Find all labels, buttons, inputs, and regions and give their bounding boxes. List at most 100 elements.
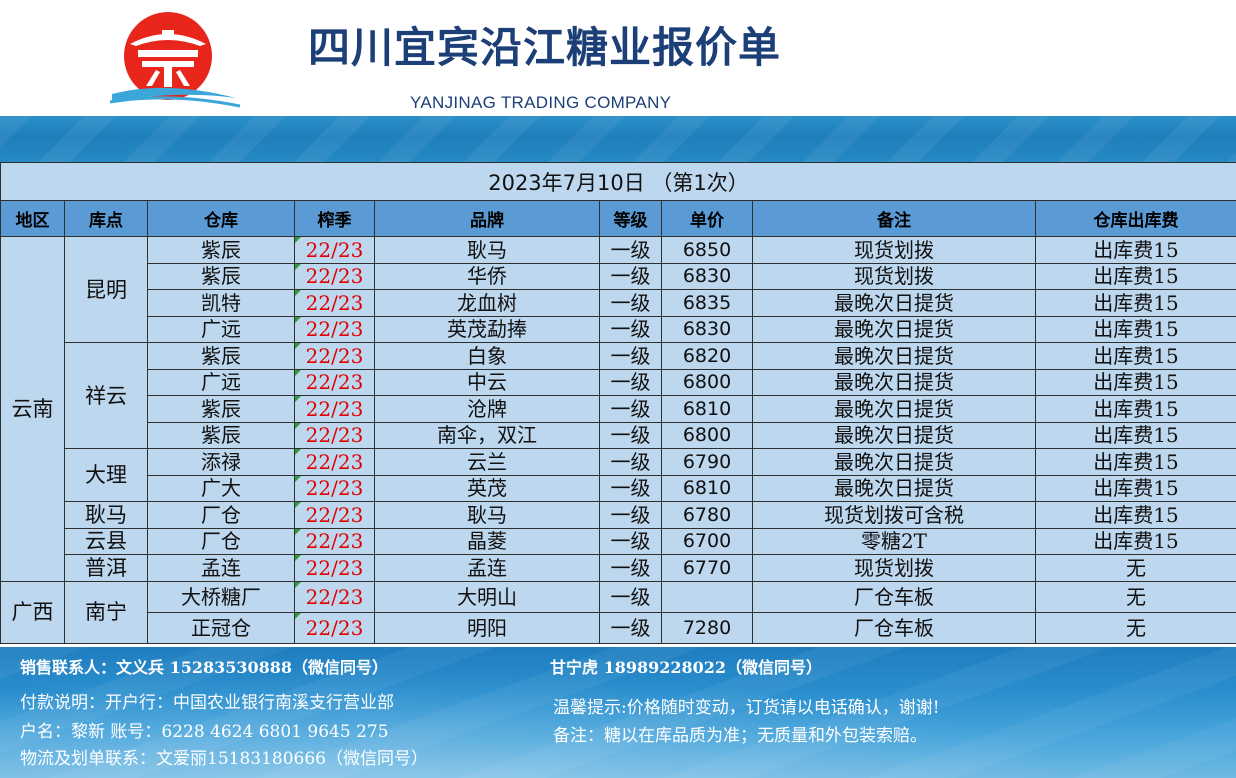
warehouse-cell: 厂仓	[147, 501, 295, 529]
brand-cell: 云兰	[374, 448, 600, 476]
grade-cell: 一级	[599, 315, 662, 343]
price-cell: 6850	[661, 236, 753, 264]
warehouse-cell: 广远	[147, 315, 295, 343]
note-cell: 最晚次日提货	[752, 342, 1036, 370]
price-cell: 6820	[661, 342, 753, 370]
warehouse-cell: 广远	[147, 368, 295, 396]
note-cell: 现货划拨可含税	[752, 501, 1036, 529]
depot-cell: 云县	[64, 527, 148, 555]
season-cell: 22/23	[294, 421, 375, 449]
season-cell: 22/23	[294, 554, 375, 582]
fee-cell: 出库费15	[1035, 315, 1236, 343]
warehouse-cell: 广大	[147, 474, 295, 502]
depot-cell: 普洱	[64, 554, 148, 582]
grade-cell: 一级	[599, 236, 662, 264]
note-cell: 最晚次日提货	[752, 395, 1036, 423]
column-header-note: 备注	[752, 200, 1036, 237]
season-cell: 22/23	[294, 448, 375, 476]
table-row: 广西 南宁 大桥糖厂 22/23 大明山 一级 厂仓车板无	[0, 580, 1236, 644]
brand-cell: 耿马	[374, 236, 600, 264]
price-tip: 温馨提示:价格随时变动，订货请以电话确认，谢谢!	[553, 698, 940, 718]
note-cell: 现货划拨	[752, 262, 1036, 290]
fee-cell: 出库费15	[1035, 342, 1236, 370]
sales-contact-1: 销售联系人：文义兵 15283530888（微信同号）	[20, 658, 389, 677]
note-cell: 现货划拨	[752, 554, 1036, 582]
fee-cell: 出库费15	[1035, 236, 1236, 264]
depot-cell: 南宁	[64, 580, 148, 644]
grade-cell: 一级	[599, 421, 662, 449]
warehouse-cell: 紫辰	[147, 395, 295, 423]
grade-cell: 一级	[599, 501, 662, 529]
grade-cell: 一级	[599, 342, 662, 370]
price-cell: 6800	[661, 368, 753, 396]
table-row: 广远 22/23 英茂勐捧 一级 6830 最晚次日提货 出库费15	[1, 315, 1236, 343]
table-row: 大理 添禄 22/23 云兰 一级 6790 最晚次日提货 出库费15	[1, 448, 1236, 502]
season-cell: 22/23	[294, 262, 375, 290]
note-cell: 厂仓车板	[752, 611, 1036, 644]
season-cell: 22/23	[294, 342, 375, 370]
season-cell: 22/23	[294, 527, 375, 555]
note-cell: 零糖2T	[752, 527, 1036, 555]
grade-cell: 一级	[599, 474, 662, 502]
fee-cell: 出库费15	[1035, 448, 1236, 476]
brand-cell: 明阳	[374, 611, 600, 644]
price-cell: 6700	[661, 527, 753, 555]
logistics-contact: 物流及划单联系：文爱丽15183180666（微信同号）	[20, 749, 428, 769]
warehouse-cell: 紫辰	[147, 236, 295, 264]
price-cell: 6790	[661, 448, 753, 476]
table-row: 正冠仓 22/23 明阳 一级 7280 厂仓车板无	[1, 611, 1236, 644]
price-cell: 7280	[661, 611, 753, 644]
column-header-fee: 仓库出库费	[1035, 200, 1236, 237]
header-banner	[0, 116, 1236, 162]
table-header-row: 地区 库点 仓库 榨季 品牌 等级 单价 备注 仓库出库费	[0, 200, 1236, 237]
table-row: 耿马 厂仓 22/23 耿马 一级 6780 现货划拨可含税 出库费15	[1, 501, 1236, 529]
price-cell: 6770	[661, 554, 753, 582]
depot-cell: 祥云	[64, 342, 148, 449]
season-cell: 22/23	[294, 474, 375, 502]
date-row: 2023年7月10日 （第1次）	[0, 162, 1236, 201]
note-cell: 厂仓车板	[752, 580, 1036, 613]
page-title: 四川宜宾沿江糖业报价单	[308, 23, 782, 72]
column-header-depot: 库点	[64, 200, 148, 237]
payment-info: 付款说明：开户行：中国农业银行南溪支行营业部	[20, 693, 394, 713]
warehouse-cell: 厂仓	[147, 527, 295, 555]
table-row: 云县 厂仓 22/23 晶菱 一级 6700 零糖2T 出库费15	[1, 527, 1236, 555]
price-cell: 6830	[661, 262, 753, 290]
brand-cell: 晶菱	[374, 527, 600, 555]
note-cell: 最晚次日提货	[752, 315, 1036, 343]
fee-cell: 出库费15	[1035, 289, 1236, 317]
brand-cell: 南伞，双江	[374, 421, 600, 449]
company-name: YANJINAG TRADING COMPANY	[410, 93, 672, 112]
season-cell: 22/23	[294, 289, 375, 317]
account-info: 户名：黎新 账号：6228 4624 6801 9645 275	[20, 722, 389, 742]
table-row: 祥云 紫辰 22/23 白象 一级 6820 最晚次日提货 出库费15	[1, 342, 1236, 449]
warehouse-cell: 紫辰	[147, 262, 295, 290]
price-cell	[661, 580, 753, 613]
page-header: 四川宜宾沿江糖业报价单 YANJINAG TRADING COMPANY	[0, 0, 1236, 116]
table-row: 紫辰 22/23 沧牌 一级 6810 最晚次日提货 出库费15	[1, 395, 1236, 423]
season-cell: 22/23	[294, 501, 375, 529]
warehouse-cell: 紫辰	[147, 421, 295, 449]
brand-cell: 英茂	[374, 474, 600, 502]
price-cell: 6810	[661, 474, 753, 502]
column-header-warehouse: 仓库	[147, 200, 295, 237]
fee-cell: 出库费15	[1035, 474, 1236, 502]
region-cell: 云南	[0, 236, 65, 582]
column-header-brand: 品牌	[374, 200, 600, 237]
brand-cell: 白象	[374, 342, 600, 370]
brand-cell: 华侨	[374, 262, 600, 290]
brand-cell: 中云	[374, 368, 600, 396]
region-cell: 广西	[0, 580, 65, 644]
quote-date: 2023年7月10日 （第1次）	[0, 162, 1236, 201]
grade-cell: 一级	[599, 448, 662, 476]
grade-cell: 一级	[599, 527, 662, 555]
table-row: 广大 22/23 英茂 一级 6810 最晚次日提货 出库费15	[1, 474, 1236, 502]
warehouse-cell: 凯特	[147, 289, 295, 317]
fee-cell: 出库费15	[1035, 421, 1236, 449]
sales-contact-2: 甘宁虎 18989228022（微信同号）	[550, 658, 823, 677]
season-cell: 22/23	[294, 236, 375, 264]
depot-cell: 昆明	[64, 236, 148, 343]
brand-cell: 龙血树	[374, 289, 600, 317]
quality-remark: 备注：糖以在库品质为准；无质量和外包装索赔。	[553, 726, 927, 746]
fee-cell: 无	[1035, 611, 1236, 644]
